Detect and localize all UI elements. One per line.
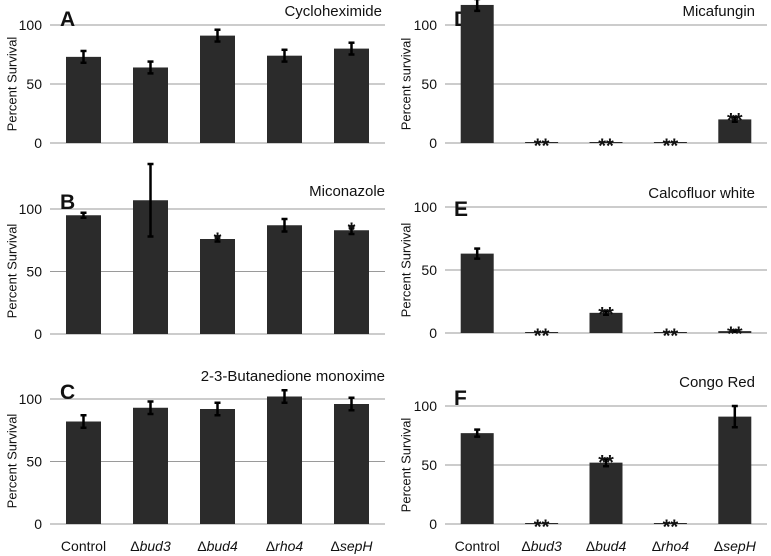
y-axis-label: Percent Survival xyxy=(5,37,20,132)
x-tick-label: Δbud4 xyxy=(197,538,238,554)
y-tick-label: 50 xyxy=(26,264,42,280)
x-tick-label: Δbud3 xyxy=(130,538,171,554)
y-tick-label: 0 xyxy=(34,135,42,151)
panel-title: Congo Red xyxy=(679,374,755,391)
y-axis-label: Percent Survival xyxy=(5,224,20,319)
y-axis-label: Percent Survival xyxy=(399,223,414,318)
bar xyxy=(267,225,302,334)
panel-letter: E xyxy=(454,198,468,221)
y-tick-label: 100 xyxy=(414,17,438,33)
panel-b: 0 50 100 Percent Survival B Miconazole * * xyxy=(5,162,385,342)
bar xyxy=(200,239,235,334)
bar xyxy=(460,4,494,143)
bar xyxy=(133,67,168,143)
bar xyxy=(653,523,687,524)
bar xyxy=(525,142,559,143)
bar xyxy=(66,421,101,524)
bar xyxy=(589,312,623,333)
bar xyxy=(66,56,101,143)
y-tick-label: 50 xyxy=(421,262,437,278)
y-tick-label: 0 xyxy=(429,135,437,151)
y-tick-label: 0 xyxy=(429,325,437,341)
bar xyxy=(267,55,302,143)
bar xyxy=(460,253,494,333)
y-tick-label: 0 xyxy=(34,516,42,532)
y-tick-label: 100 xyxy=(19,391,43,407)
y-tick-label: 100 xyxy=(19,201,43,217)
x-tick-label: Δbud3 xyxy=(521,538,562,554)
y-tick-label: 0 xyxy=(34,326,42,342)
significance-marker: * xyxy=(214,230,222,252)
y-tick-label: 50 xyxy=(421,457,437,473)
panel-title: Calcofluor white xyxy=(648,185,755,202)
significance-marker: ** xyxy=(663,516,679,538)
panel-letter: A xyxy=(60,8,75,31)
panel-title: Cycloheximide xyxy=(284,3,382,20)
significance-marker: ** xyxy=(534,325,550,347)
significance-marker: ** xyxy=(727,323,743,345)
bar xyxy=(334,230,369,334)
bar xyxy=(267,396,302,524)
y-axis-label: Percent Survival xyxy=(5,414,20,509)
panel-letter: F xyxy=(454,387,467,410)
significance-marker: ** xyxy=(663,135,679,157)
panel-c: 0 50 100 Percent Survival C 2-3-Butanedione m… xyxy=(5,368,385,554)
significance-marker: ** xyxy=(727,110,743,132)
significance-marker: ** xyxy=(598,135,614,157)
bar xyxy=(718,416,752,524)
bar xyxy=(133,407,168,524)
panel-letter: C xyxy=(60,381,75,404)
bar xyxy=(334,48,369,143)
significance-marker: ** xyxy=(534,135,550,157)
significance-marker: * xyxy=(348,220,356,242)
bar xyxy=(525,332,559,333)
panel-title: 2-3-Butanedione monoxime xyxy=(201,368,385,385)
y-tick-label: 100 xyxy=(414,199,438,215)
y-axis-label: Percent survival xyxy=(399,38,414,131)
bar xyxy=(653,142,687,143)
x-tick-label: Δrho4 xyxy=(266,538,304,554)
y-axis-label: Percent Survival xyxy=(399,418,414,513)
x-tick-label: Control xyxy=(455,538,500,554)
y-tick-label: 100 xyxy=(414,398,438,414)
significance-marker: ** xyxy=(534,516,550,538)
y-tick-label: 0 xyxy=(429,516,437,532)
panel-title: Miconazole xyxy=(309,183,385,200)
y-tick-label: 50 xyxy=(421,76,437,92)
bar xyxy=(200,35,235,144)
x-tick-label: Control xyxy=(61,538,106,554)
x-tick-label: ΔsepH xyxy=(330,538,373,554)
bar xyxy=(66,215,101,334)
x-tick-label: Δrho4 xyxy=(652,538,690,554)
x-tick-label: ΔsepH xyxy=(714,538,757,554)
y-tick-label: 50 xyxy=(26,76,42,92)
bar xyxy=(718,119,752,143)
panel-a: 0 50 100 Percent Survival A Cycloheximide xyxy=(5,3,385,151)
bar xyxy=(589,462,623,524)
bar xyxy=(525,523,559,524)
bar xyxy=(460,433,494,524)
y-tick-label: 100 xyxy=(19,17,43,33)
bar xyxy=(589,142,623,143)
panel-letter: B xyxy=(60,191,75,214)
y-tick-label: 50 xyxy=(26,454,42,470)
x-tick-label: Δbud4 xyxy=(586,538,627,554)
bar xyxy=(334,404,369,524)
significance-marker: ** xyxy=(663,325,679,347)
significance-marker: ** xyxy=(598,452,614,474)
panel-title: Micafungin xyxy=(682,3,755,20)
bar xyxy=(200,409,235,524)
significance-marker: ** xyxy=(598,304,614,326)
bar xyxy=(653,332,687,333)
